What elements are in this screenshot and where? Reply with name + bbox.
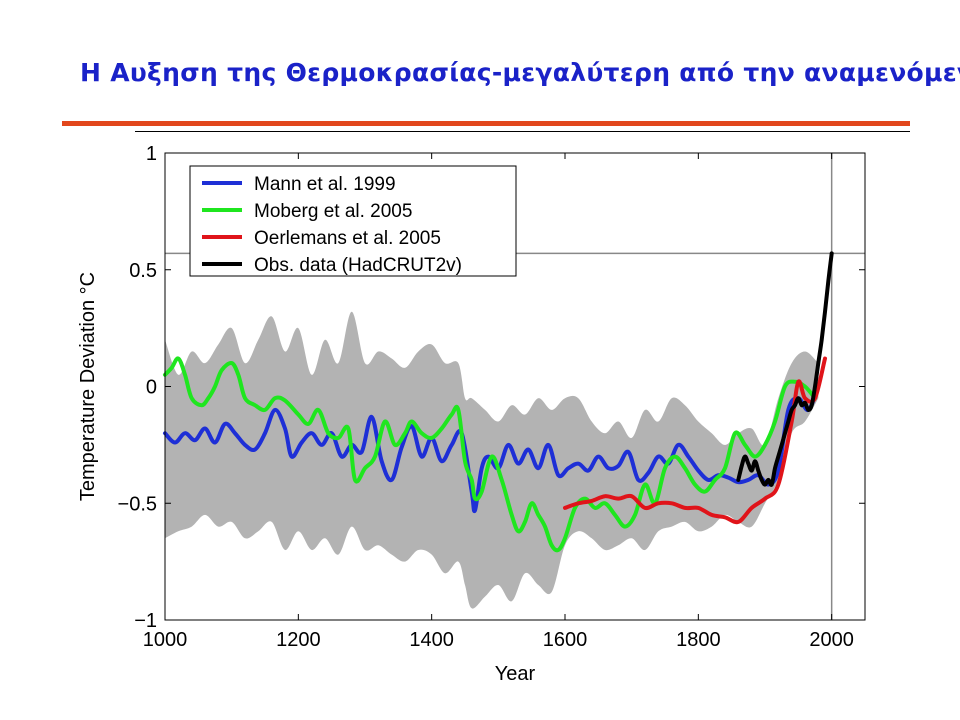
legend-entry: Oerlemans et al. 2005: [254, 228, 441, 249]
title-underline-black: [135, 131, 910, 132]
x-tick-label: 1000: [143, 629, 188, 651]
y-tick-label: 0.5: [129, 260, 157, 282]
x-tick-label: 2000: [809, 629, 854, 651]
y-tick-label: −0.5: [118, 493, 157, 515]
y-tick-label: −1: [134, 610, 157, 632]
series-line-2: [163, 356, 817, 553]
x-tick-label: 1800: [676, 629, 721, 651]
series-line-3: [563, 356, 827, 525]
series-line-4: [736, 251, 834, 487]
legend-entry: Obs. data (HadCRUT2v): [254, 255, 462, 276]
y-tick-label: 1: [146, 143, 157, 165]
legend-entry: Moberg et al. 2005: [254, 201, 412, 222]
legend-box: [189, 165, 517, 277]
series-layer: [163, 251, 834, 553]
legend: Mann et al. 1999 Moberg et al. 2005 Oerlem…: [189, 165, 517, 277]
title-underline-red: [62, 121, 910, 126]
x-tick-label: 1200: [276, 629, 321, 651]
x-tick-label: 1400: [409, 629, 454, 651]
x-axis-label: Year: [495, 663, 536, 685]
x-tick-label: 1600: [543, 629, 588, 651]
axis-ticks: 1000 1200 1400 1600 1800 2000 −1 −0.5 0 0.5 1: [118, 143, 865, 651]
legend-entry: Mann et al. 1999: [254, 174, 396, 195]
series-line-1: [163, 384, 821, 514]
y-tick-label: 0: [146, 377, 157, 399]
y-axis-label: Temperature Deviation °C: [77, 272, 99, 501]
slide-title: Η Αυξηση της Θερμοκρασίας-μεγαλύτερη από…: [80, 58, 960, 87]
